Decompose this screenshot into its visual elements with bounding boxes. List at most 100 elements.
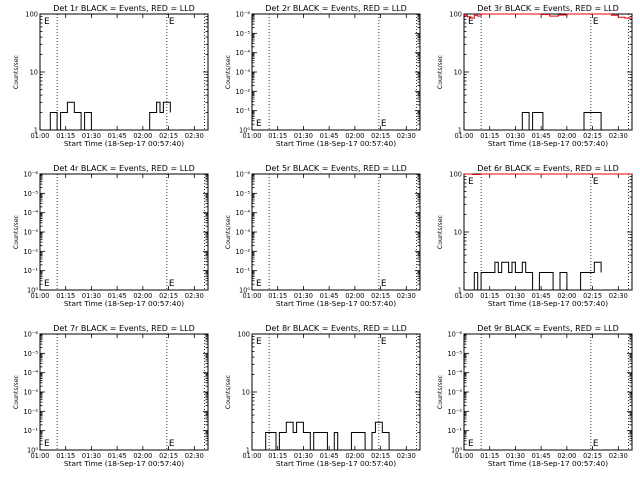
y-tick-label: 10⁻⁵ (447, 350, 462, 358)
plot-frame (39, 173, 209, 291)
plot-frame (251, 13, 421, 131)
y-tick-label: 10⁻³ (447, 389, 462, 397)
panel-title: Det 9r BLACK = Events, RED = LLD (477, 324, 619, 333)
x-axis-label: Start Time (18-Sep-17 00:57:40) (64, 299, 184, 308)
y-tick-label: 10⁻⁶ (235, 171, 250, 179)
panel-det-7: Det 7r BLACK = Events, RED = LLD 01:00 01:… (13, 324, 209, 468)
event-marker-label: E (256, 337, 262, 347)
event-marker-label: E (256, 279, 262, 289)
x-tick-label: 01:15 (268, 292, 287, 300)
events-series (464, 112, 632, 131)
x-tick-label: 01:15 (480, 292, 499, 300)
y-tick-label: 10⁻¹ (235, 267, 250, 275)
y-tick-label: 10⁻³ (23, 389, 38, 397)
x-tick-label: 01:00 (30, 452, 49, 460)
y-axis-label: Counts/sec (13, 374, 20, 409)
x-axis-label: Start Time (18-Sep-17 00:57:40) (64, 139, 184, 148)
events-series (40, 101, 171, 131)
x-tick-label: 01:30 (294, 292, 313, 300)
x-tick-label: 02:00 (557, 292, 576, 300)
y-tick-label: 10⁻⁴ (235, 209, 250, 217)
panel-det-8: Det 8r BLACK = Events, RED = LLD 01:00 01:… (225, 324, 421, 468)
y-tick-label: 10⁻⁵ (23, 190, 38, 198)
x-tick-label: 01:15 (480, 452, 499, 460)
x-tick-label: 02:00 (133, 452, 152, 460)
y-axis-label: Counts/sec (225, 374, 232, 409)
x-tick-label: 01:45 (108, 292, 127, 300)
x-tick-label: 02:30 (397, 452, 416, 460)
y-tick-label: 10 (242, 389, 250, 397)
x-tick-label: 01:00 (454, 292, 473, 300)
y-tick-label: 10⁰ (27, 447, 38, 455)
y-tick-label: 100 (449, 11, 462, 19)
event-marker-label: E (468, 177, 474, 187)
lld-series (464, 173, 632, 175)
y-tick-label: 10⁰ (239, 287, 250, 295)
x-tick-label: 02:00 (345, 452, 364, 460)
x-tick-label: 01:45 (320, 132, 339, 140)
panel-title: Det 4r BLACK = Events, RED = LLD (53, 164, 195, 173)
x-tick-label: 01:30 (294, 452, 313, 460)
x-tick-label: 01:45 (320, 452, 339, 460)
y-tick-label: 10⁻² (235, 248, 250, 256)
plot-frame (463, 333, 633, 451)
x-tick-label: 02:15 (159, 452, 178, 460)
event-marker-label: E (381, 279, 387, 289)
panel-det-5: Det 5r BLACK = Events, RED = LLD 01:00 01:… (225, 164, 421, 308)
y-tick-label: 10⁻⁶ (23, 331, 38, 339)
y-axis-label: Counts/sec (13, 54, 20, 89)
panel-det-4: Det 4r BLACK = Events, RED = LLD 01:00 01:… (13, 164, 209, 308)
y-tick-label: 1 (458, 287, 462, 295)
y-tick-label: 10⁻⁴ (23, 209, 38, 217)
y-tick-label: 1 (34, 127, 38, 135)
event-marker-label: E (468, 439, 474, 449)
x-axis-label: Start Time (18-Sep-17 00:57:40) (64, 459, 184, 468)
x-tick-label: 02:00 (133, 132, 152, 140)
events-series (464, 261, 602, 291)
plot-frame (39, 333, 209, 451)
y-tick-label: 10⁻⁴ (447, 369, 462, 377)
x-tick-label: 02:15 (583, 452, 602, 460)
y-tick-label: 100 (25, 11, 38, 19)
y-tick-label: 10⁻² (23, 408, 38, 416)
event-marker-label: E (169, 279, 175, 289)
y-tick-label: 100 (449, 171, 462, 179)
x-tick-label: 01:00 (30, 132, 49, 140)
y-tick-label: 10 (30, 69, 38, 77)
y-tick-label: 10 (454, 69, 462, 77)
x-tick-label: 01:30 (82, 132, 101, 140)
x-tick-label: 02:30 (397, 292, 416, 300)
event-marker-label: E (381, 119, 387, 129)
x-tick-label: 01:15 (480, 132, 499, 140)
panel-title: Det 3r BLACK = Events, RED = LLD (477, 4, 619, 13)
x-axis-label: Start Time (18-Sep-17 00:57:40) (276, 459, 396, 468)
y-tick-label: 10⁰ (27, 287, 38, 295)
x-tick-label: 01:15 (56, 292, 75, 300)
x-tick-label: 01:00 (242, 132, 261, 140)
y-tick-label: 10⁰ (239, 127, 250, 135)
lld-series (464, 13, 633, 19)
x-tick-label: 02:30 (185, 292, 204, 300)
y-tick-label: 10⁻⁶ (235, 11, 250, 19)
y-tick-label: 10⁻² (447, 408, 462, 416)
x-tick-label: 02:30 (185, 132, 204, 140)
x-tick-label: 02:00 (133, 292, 152, 300)
x-tick-label: 01:30 (506, 452, 525, 460)
y-tick-label: 10⁻¹ (23, 267, 38, 275)
panel-title: Det 7r BLACK = Events, RED = LLD (53, 324, 195, 333)
panel-title: Det 6r BLACK = Events, RED = LLD (477, 164, 619, 173)
x-tick-label: 01:30 (82, 292, 101, 300)
y-tick-label: 10⁻⁵ (235, 30, 250, 38)
y-tick-label: 10⁰ (451, 447, 462, 455)
x-tick-label: 02:15 (159, 292, 178, 300)
y-tick-label: 10⁻³ (235, 69, 250, 77)
x-tick-label: 01:45 (108, 452, 127, 460)
y-axis-label: Counts/sec (225, 54, 232, 89)
x-tick-label: 02:30 (185, 452, 204, 460)
x-tick-label: 02:30 (609, 452, 628, 460)
event-marker-label: E (593, 439, 599, 449)
x-tick-label: 02:15 (371, 452, 390, 460)
y-axis-label: Counts/sec (225, 214, 232, 249)
x-tick-label: 01:00 (454, 452, 473, 460)
event-marker-label: E (468, 17, 474, 27)
